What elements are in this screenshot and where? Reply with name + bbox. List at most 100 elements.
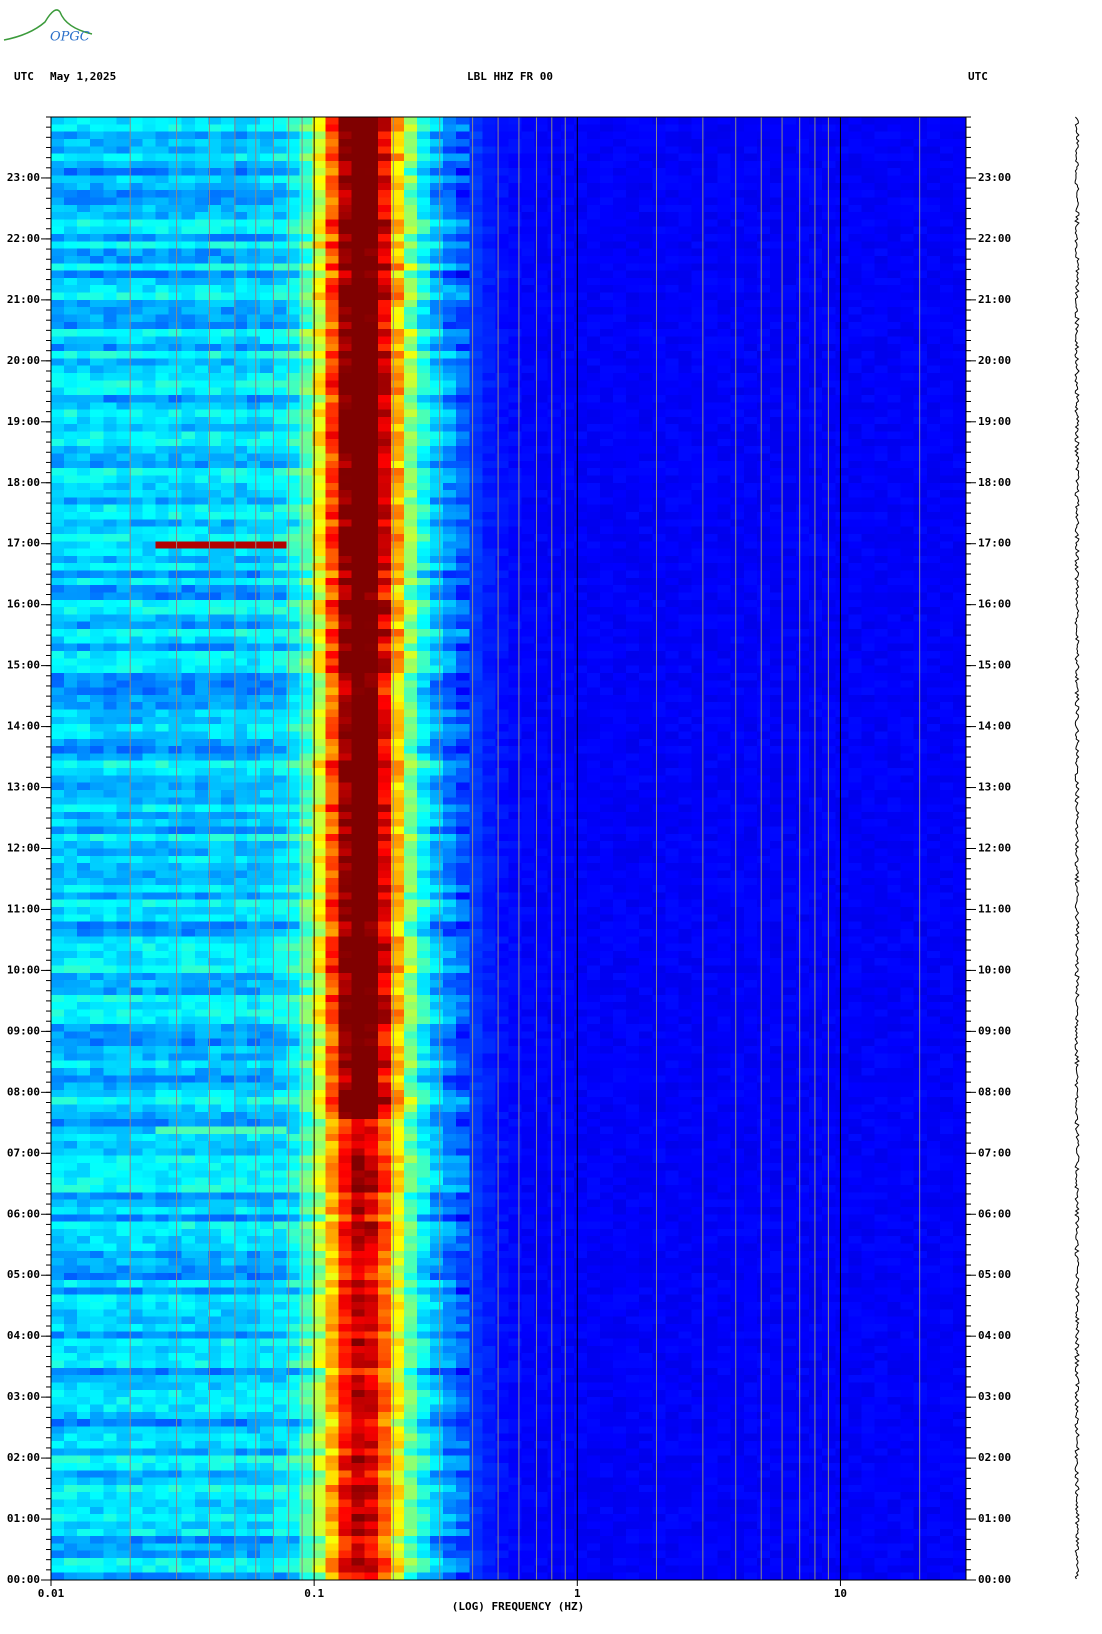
spectrogram-cell <box>403 314 418 323</box>
spectrogram-cell <box>129 409 144 418</box>
spectrogram-cell <box>534 263 549 272</box>
spectrogram-cell <box>600 241 614 250</box>
spectrogram-cell <box>377 204 392 213</box>
spectrogram-cell <box>600 277 614 286</box>
spectrogram-cell <box>338 256 353 264</box>
spectrogram-cell <box>704 277 719 286</box>
spectrogram-cell <box>573 402 588 411</box>
spectrogram-cell <box>730 219 745 228</box>
spectrogram-cell <box>77 270 91 279</box>
spectrogram-cell <box>403 351 418 359</box>
spectrogram-cell <box>665 270 680 279</box>
spectrogram-cell <box>312 270 327 279</box>
spectrogram-cell <box>390 248 405 257</box>
spectrogram-cell <box>194 314 209 323</box>
spectrogram-cell <box>495 131 510 140</box>
spectrogram-cell <box>168 277 183 286</box>
spectrogram-cell <box>443 563 457 572</box>
spectrogram-cell <box>364 131 379 140</box>
spectrogram-cell <box>482 453 497 462</box>
spectrogram-cell <box>717 299 732 308</box>
spectrogram-cell <box>796 365 810 374</box>
spectrogram-cell <box>639 351 653 359</box>
spectrogram-cell <box>560 497 575 506</box>
spectrogram-cell <box>678 512 693 520</box>
spectrogram-cell <box>443 358 457 367</box>
spectrogram-cell <box>547 292 562 301</box>
spectrogram-cell <box>743 497 758 506</box>
spectrogram-cell <box>273 607 287 615</box>
spectrogram-cell <box>952 577 967 586</box>
spectrogram-cell <box>273 358 287 367</box>
spectrogram-cell <box>430 402 444 411</box>
spectrogram-cell <box>848 131 863 140</box>
spectrogram-cell <box>64 621 78 630</box>
spectrogram-cell <box>809 629 823 637</box>
spectrogram-cell <box>652 563 666 572</box>
spectrogram-cell <box>286 277 300 286</box>
spectrogram-cell <box>417 241 431 250</box>
spectrogram-cell <box>796 314 810 323</box>
spectrogram-cell <box>469 365 483 374</box>
spectrogram-cell <box>717 526 732 535</box>
spectrogram-cell <box>861 387 876 396</box>
spectrogram-cell <box>338 512 353 520</box>
spectrogram-cell <box>220 526 235 535</box>
spectrogram-cell <box>181 373 196 381</box>
spectrogram-cell <box>495 541 510 550</box>
spectrogram-cell <box>234 358 248 367</box>
spectrogram-cell <box>168 468 183 476</box>
spectrogram-cell <box>952 263 967 272</box>
spectrogram-cell <box>129 204 144 213</box>
spectrogram-cell <box>809 219 823 228</box>
spectrogram-cell <box>730 416 745 425</box>
spectrogram-cell <box>652 277 666 286</box>
spectrogram-cell <box>652 548 666 557</box>
spectrogram-cell <box>103 424 117 433</box>
spectrogram-cell <box>743 402 758 411</box>
spectrogram-cell <box>181 504 196 513</box>
spectrogram-cell <box>247 570 261 579</box>
spectrogram-cell <box>913 175 928 184</box>
spectrogram-cell <box>260 131 274 140</box>
spectrogram-cell <box>913 263 928 272</box>
spectrogram-cell <box>508 153 523 162</box>
spectrogram-cell <box>717 277 732 286</box>
spectrogram-cell <box>260 190 274 199</box>
spectrogram-cell <box>600 336 614 345</box>
spectrogram-cell <box>900 431 915 440</box>
spectrogram-cell <box>743 182 758 191</box>
spectrogram-cell <box>207 365 222 374</box>
spectrogram-cell <box>129 263 144 272</box>
spectrogram-cell <box>913 146 928 155</box>
spectrogram-cell <box>573 380 588 389</box>
spectrogram-cell <box>678 285 693 294</box>
spectrogram-cell <box>403 256 418 264</box>
spectrogram-cell <box>521 599 536 608</box>
spectrogram-cell <box>769 599 784 608</box>
spectrogram-cell <box>678 409 693 418</box>
spectrogram-cell <box>560 438 575 447</box>
spectrogram-cell <box>207 270 222 279</box>
spectrogram-cell <box>260 424 274 433</box>
spectrogram-cell <box>430 234 444 242</box>
spectrogram-cell <box>939 409 954 418</box>
spectrogram-cell <box>743 336 758 345</box>
spectrogram-cell <box>508 321 523 330</box>
spectrogram-cell <box>194 387 209 396</box>
spectrogram-cell <box>64 138 78 147</box>
spectrogram-cell <box>90 599 104 608</box>
spectrogram-cell <box>600 438 614 447</box>
spectrogram-cell <box>234 387 248 396</box>
spectrogram-cell <box>312 219 327 228</box>
spectrogram-cell <box>364 314 379 323</box>
spectrogram-cell <box>913 153 928 162</box>
spectrogram-cell <box>403 321 418 330</box>
spectrogram-cell <box>129 504 144 513</box>
spectrogram-cell <box>247 438 261 447</box>
spectrogram-cell <box>769 438 784 447</box>
spectrogram-cell <box>586 321 601 330</box>
spectrogram-cell <box>443 541 457 550</box>
spectrogram-cell <box>155 512 170 520</box>
spectrogram-cell <box>260 263 274 272</box>
